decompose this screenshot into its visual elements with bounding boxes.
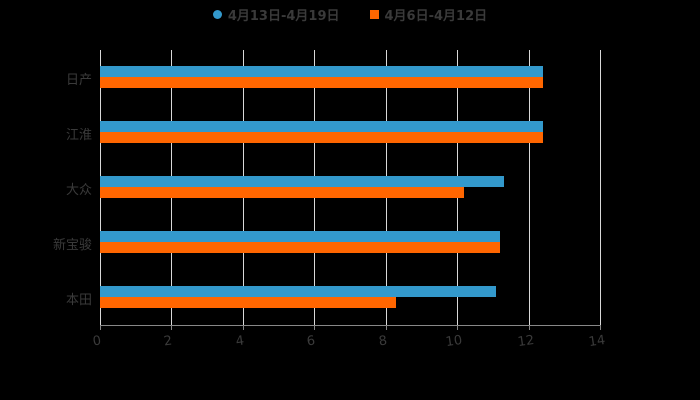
- category-label: 大众: [65, 183, 92, 198]
- bar-week-0406[interactable]: [100, 242, 500, 253]
- x-tick-label: 8: [377, 333, 388, 350]
- legend-label: 4月13日-4月19日: [227, 8, 340, 24]
- x-tick-label: 14: [587, 332, 607, 351]
- gridline: [600, 50, 601, 325]
- legend-circle-icon: [212, 9, 222, 19]
- gridline: [528, 50, 530, 325]
- legend-label: 4月6日-4月12日: [384, 8, 488, 24]
- bar-week-0413[interactable]: [100, 66, 543, 77]
- x-tick: [385, 325, 387, 330]
- category-label: 本田: [65, 293, 92, 308]
- x-tick-label: 6: [306, 333, 317, 350]
- legend-item-week-0406[interactable]: 4月6日-4月12日: [369, 5, 488, 24]
- x-tick: [100, 325, 101, 330]
- x-tick-label: 12: [516, 332, 535, 351]
- bar-week-0406[interactable]: [100, 77, 543, 88]
- legend: 4月13日-4月19日 4月6日-4月12日: [0, 4, 700, 24]
- plot-area: [100, 50, 601, 325]
- legend-item-week-0413[interactable]: 4月13日-4月19日: [212, 5, 340, 24]
- bar-week-0413[interactable]: [100, 231, 500, 242]
- bar-week-0406[interactable]: [100, 187, 465, 198]
- x-tick: [242, 325, 244, 330]
- x-tick: [171, 325, 173, 330]
- x-tick-label: 4: [234, 333, 245, 350]
- bar-week-0413[interactable]: [100, 286, 497, 297]
- category-label: 日产: [65, 73, 92, 88]
- x-tick-label: 0: [91, 333, 103, 350]
- x-tick-label: 2: [163, 333, 174, 350]
- x-tick: [600, 325, 601, 330]
- legend-square-icon: [369, 9, 379, 19]
- bar-week-0406[interactable]: [100, 132, 543, 143]
- x-tick: [457, 325, 459, 330]
- category-label: 江淮: [65, 128, 92, 143]
- x-axis-line: [100, 325, 600, 326]
- bar-week-0406[interactable]: [100, 297, 397, 308]
- category-label: 新宝骏: [52, 238, 92, 253]
- bar-week-0413[interactable]: [100, 176, 504, 187]
- x-tick-label: 10: [444, 332, 464, 351]
- bar-week-0413[interactable]: [100, 121, 543, 132]
- x-tick: [314, 325, 316, 330]
- x-tick: [528, 325, 530, 330]
